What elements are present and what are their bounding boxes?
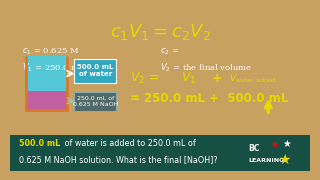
FancyBboxPatch shape xyxy=(74,58,116,83)
Text: $\mathit{c}_2$ =: $\mathit{c}_2$ = xyxy=(160,46,180,57)
Text: ★: ★ xyxy=(282,139,291,149)
Text: $\mathit{V}_2$ = the final volume: $\mathit{V}_2$ = the final volume xyxy=(160,62,252,74)
Text: 500.0 mL: 500.0 mL xyxy=(19,140,60,148)
Bar xyxy=(10,135,310,171)
Text: of water is added to 250.0 mL of: of water is added to 250.0 mL of xyxy=(62,140,196,148)
Text: +: + xyxy=(211,72,222,85)
Bar xyxy=(26,56,67,91)
Text: LEARNING: LEARNING xyxy=(249,158,285,163)
Text: 500.0 mL
of water: 500.0 mL of water xyxy=(77,64,114,77)
Text: ★: ★ xyxy=(279,153,291,167)
Text: ★: ★ xyxy=(269,141,279,151)
Text: $\mathit{c}_1$ = 0.625 M: $\mathit{c}_1$ = 0.625 M xyxy=(22,46,79,57)
Text: = 250.0 mL +  500.0 mL: = 250.0 mL + 500.0 mL xyxy=(130,92,288,105)
Text: $\mathit{c}_1\mathit{V}_1 = \mathit{c}_2\mathit{V}_2$: $\mathit{c}_1\mathit{V}_1 = \mathit{c}_2… xyxy=(109,22,211,42)
Bar xyxy=(26,91,67,110)
Text: 0.625 M NaOH solution. What is the final [NaOH]?: 0.625 M NaOH solution. What is the final… xyxy=(19,155,217,164)
Text: $\mathit{V}_1$: $\mathit{V}_1$ xyxy=(181,71,196,86)
Text: $\mathit{V}_{\mathsf{water\ added}}$: $\mathit{V}_{\mathsf{water\ added}}$ xyxy=(229,72,276,85)
Text: 250.0 mL of
0.625 M NaOH: 250.0 mL of 0.625 M NaOH xyxy=(73,96,118,107)
FancyBboxPatch shape xyxy=(74,92,116,111)
Text: BC: BC xyxy=(249,144,260,153)
Text: $\mathit{V}_2$ =: $\mathit{V}_2$ = xyxy=(130,71,160,86)
Text: $\mathit{V}_1$ = 250.0 mL: $\mathit{V}_1$ = 250.0 mL xyxy=(22,62,86,74)
